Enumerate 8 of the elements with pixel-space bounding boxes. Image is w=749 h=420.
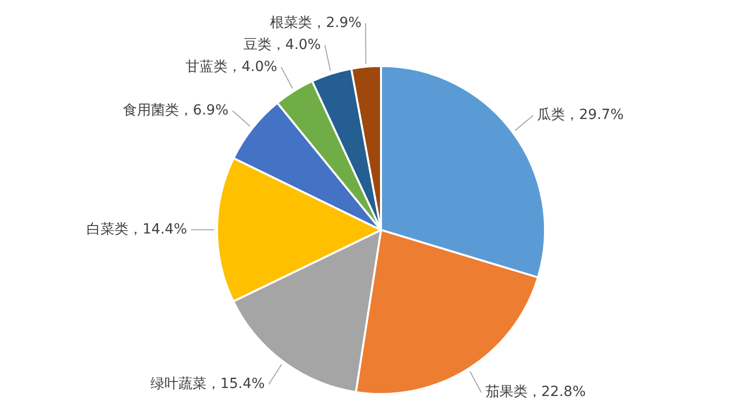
slice-label: 白菜类，14.4% [86,221,187,238]
slice-label: 食用菌类，6.9% [122,102,229,118]
slice-label: 绿叶蔬菜，15.4% [150,376,265,392]
slice-label: 瓜类，29.7% [537,107,624,124]
slice-label: 茄果类，22.8% [485,384,586,400]
slice-label: 豆类，4.0% [243,36,321,53]
slice-label: 根菜类，2.9% [270,14,362,31]
slice-label: 甘蓝类，4.0% [186,58,278,75]
